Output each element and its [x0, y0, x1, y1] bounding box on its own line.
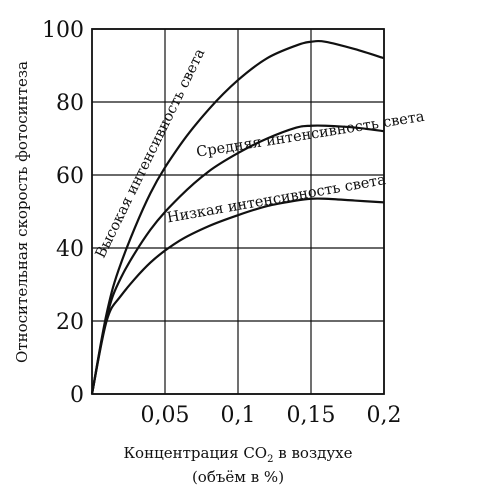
y-tick-label: 40 — [56, 237, 84, 262]
y-tick-labels: 0 20 40 60 80 100 — [42, 18, 84, 408]
x-tick-labels: 0,05 0,1 0,15 0,2 — [141, 403, 402, 428]
x-tick-label: 0,2 — [367, 403, 402, 428]
x-axis-label-line2: (объём в %) — [192, 468, 284, 486]
x-tick-label: 0,15 — [287, 403, 336, 428]
x-axis-label-suffix: в воздухе — [273, 444, 352, 462]
plot-frame — [91, 28, 385, 395]
y-tick-label: 100 — [42, 18, 84, 43]
y-tick-label: 20 — [56, 310, 84, 335]
x-tick-label: 0,1 — [221, 403, 256, 428]
curve-high-light — [90, 39, 385, 395]
x-tick-label: 0,05 — [141, 403, 190, 428]
x-axis-label-prefix: Концентрация CO — [123, 444, 267, 462]
series-curves — [90, 39, 385, 395]
y-tick-label: 80 — [56, 91, 84, 116]
y-tick-label: 60 — [56, 164, 84, 189]
curve-medium-light — [90, 124, 385, 395]
x-axis-label-line1: Концентрация CO2 в воздухе — [123, 444, 352, 465]
curve-low-light — [90, 197, 385, 395]
y-axis-label: Относительная скорость фотосинтеза — [13, 61, 31, 363]
x-axis-label-subscript: 2 — [267, 454, 273, 465]
y-tick-label: 0 — [70, 383, 84, 408]
